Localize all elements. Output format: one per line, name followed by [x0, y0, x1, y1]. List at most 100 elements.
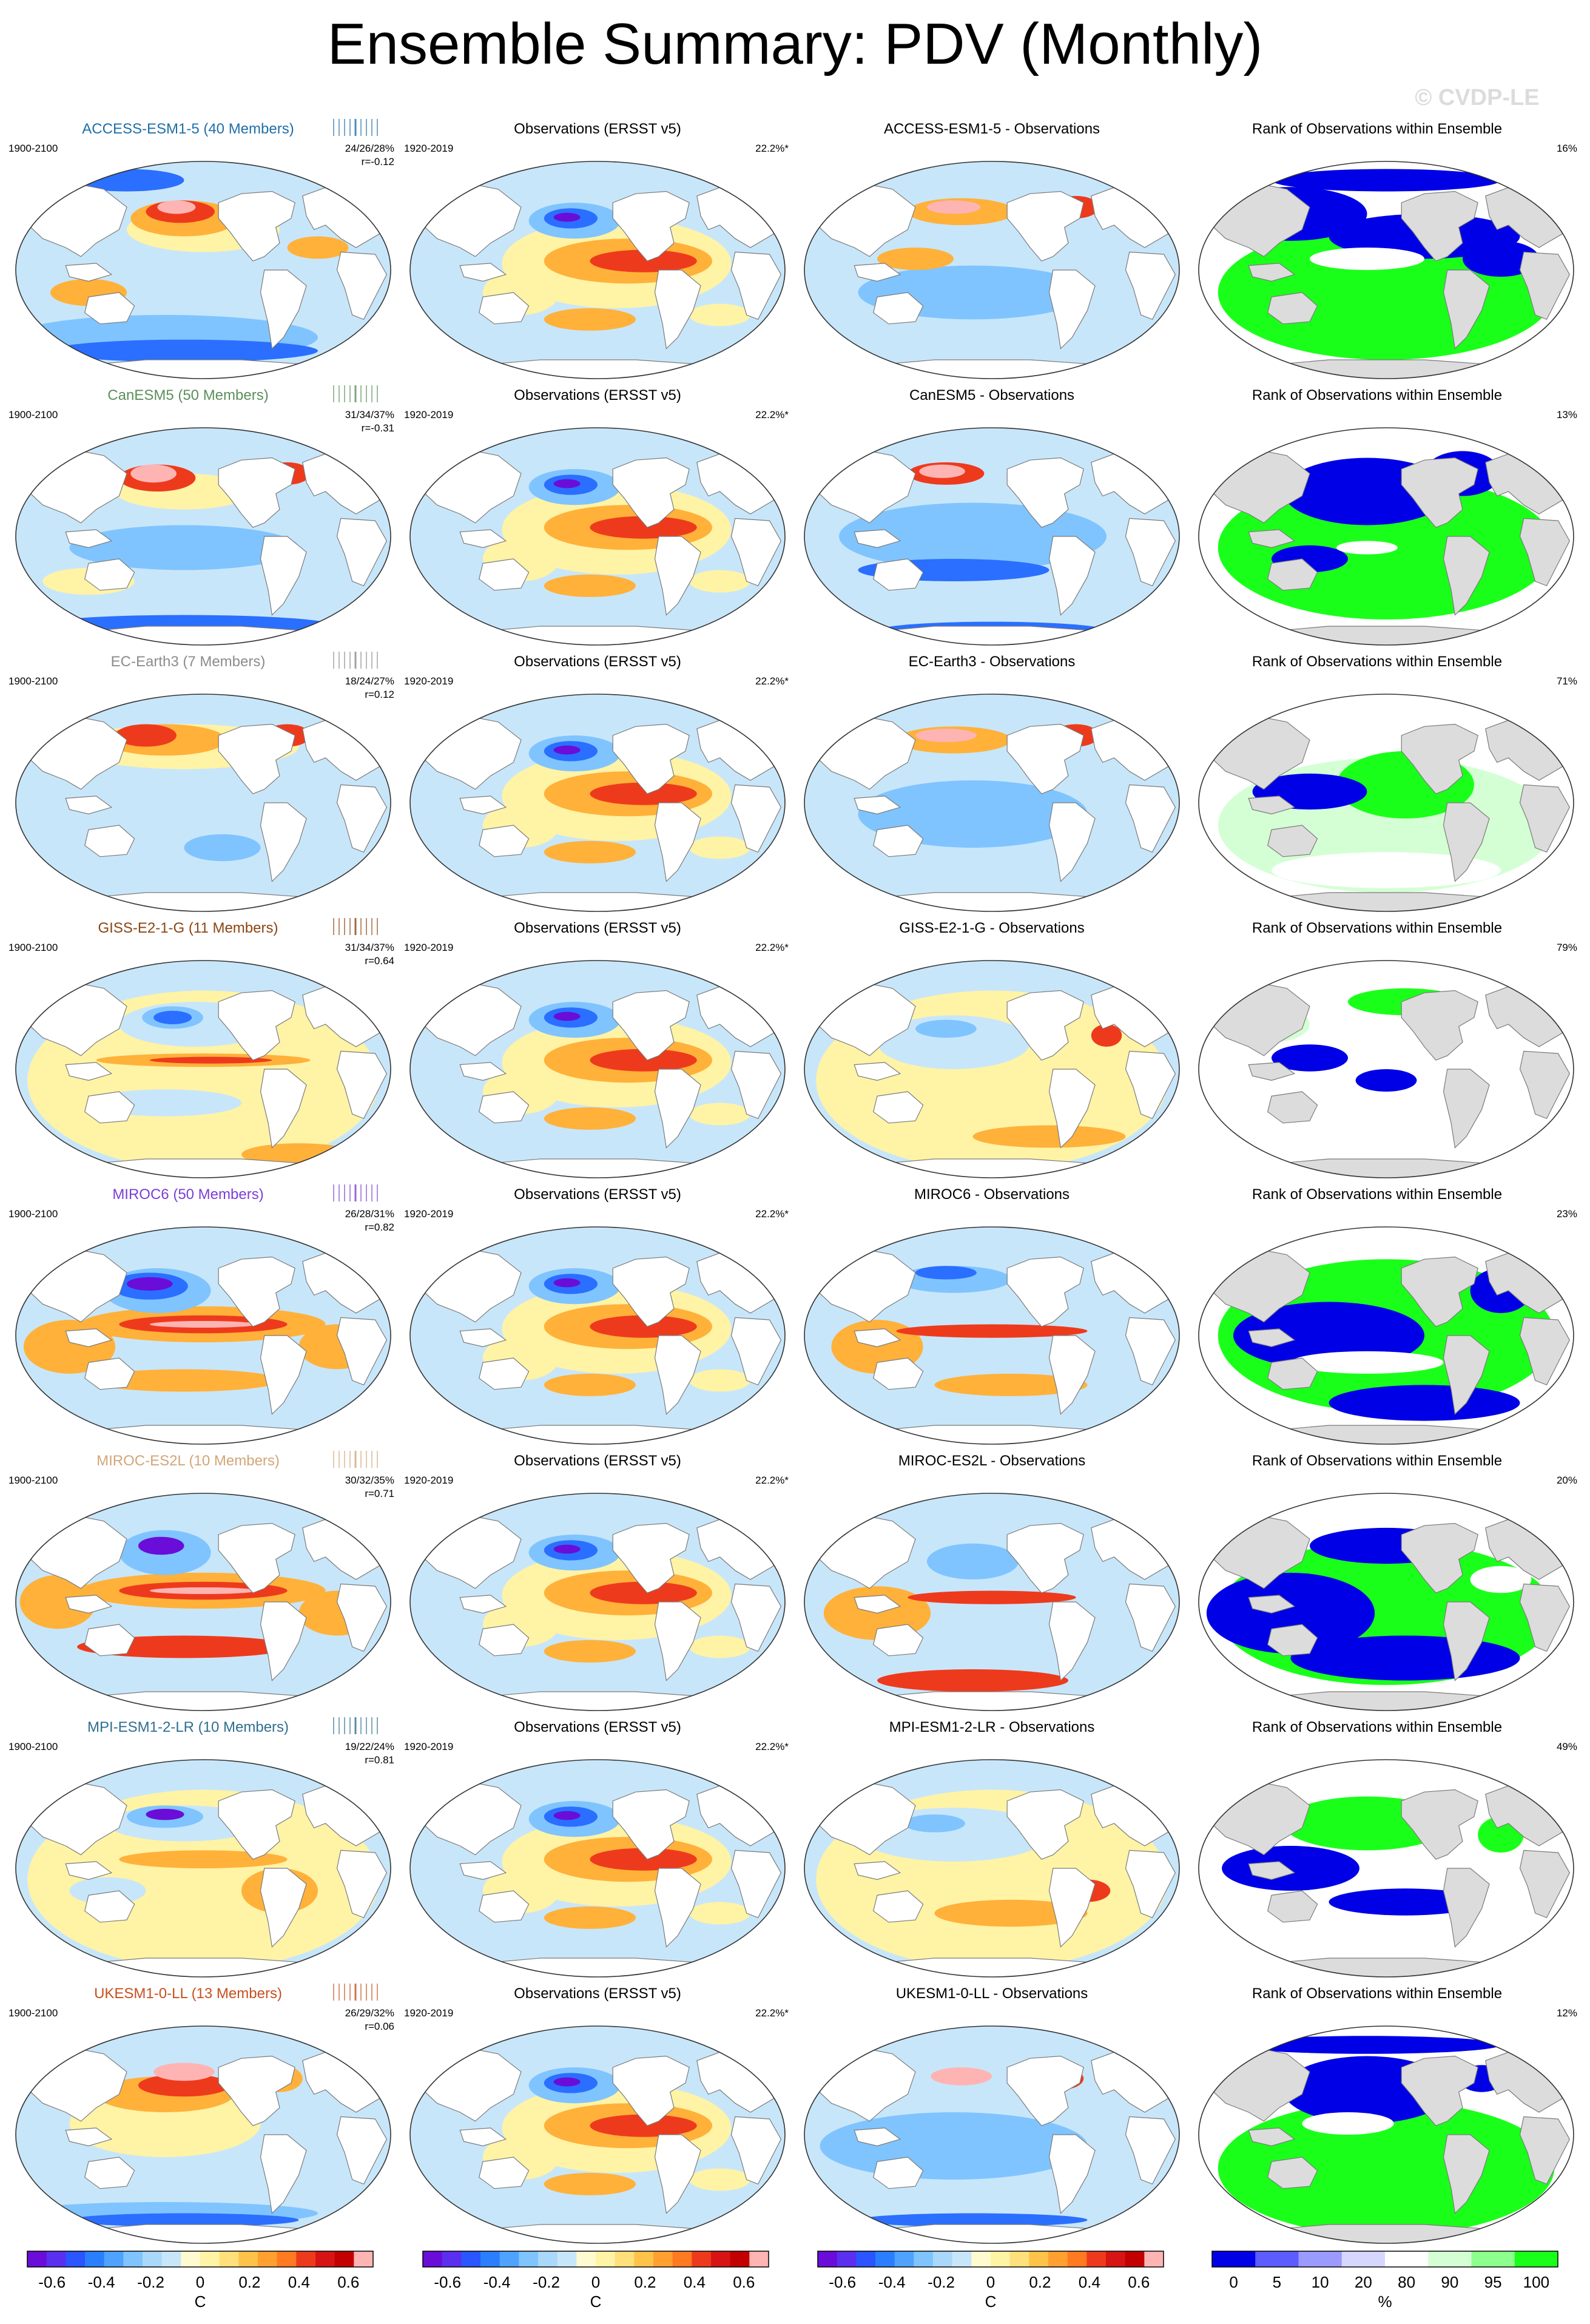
- member-spread-ticks: [333, 1184, 378, 1201]
- rank-map: [1198, 960, 1574, 1178]
- colorbar-tick-label: -0.2: [137, 2273, 164, 2291]
- landmass-indo: [1248, 1062, 1296, 1081]
- colorbar-swatch: [1067, 2251, 1087, 2267]
- explained-variance: 24/26/28%: [345, 143, 394, 154]
- row-mpi-esm1-2-lr: MPI-ESM1-2-LR (10 Members) 1900-2100 19/22…: [8, 1717, 1577, 1978]
- landmass-namerica: [1006, 1256, 1084, 1327]
- colorbar-swatch: [634, 2251, 654, 2267]
- landmass-indo: [854, 263, 901, 282]
- colorbar-swatch: [837, 2251, 857, 2267]
- landmass-australia: [873, 2157, 924, 2189]
- rank-percentage: 23%: [1557, 1208, 1577, 1220]
- ensemble-period: 1900-2100: [8, 1208, 58, 1220]
- landmass-indo: [1248, 795, 1296, 815]
- colorbar-swatch: [914, 2251, 934, 2267]
- landmass-samerica: [260, 802, 307, 882]
- rank-panel-title: Rank of Observations within Ensemble: [1252, 920, 1502, 936]
- colorbar-swatch: [952, 2251, 972, 2267]
- landmass-indo: [1248, 2127, 1296, 2147]
- landmass-namerica: [218, 457, 295, 528]
- observations-variance: 22.2%*: [755, 1474, 789, 1486]
- landmass-samerica: [1443, 536, 1490, 616]
- colorbar-swatch: [1106, 2251, 1126, 2267]
- observations-period: 1920-2019: [404, 409, 453, 421]
- observations-map: [409, 1759, 786, 1978]
- colorbar-tick-label: 20: [1355, 2273, 1372, 2291]
- colorbar-swatch: [1144, 2251, 1164, 2267]
- rank-map: [1198, 161, 1574, 379]
- landmass-samerica: [1048, 2134, 1096, 2214]
- colorbar-swatch: [818, 2251, 838, 2267]
- colorbar-unit: C: [195, 2292, 206, 2311]
- landmass-indo: [459, 1595, 507, 1614]
- landmass-namerica: [1006, 2055, 1084, 2126]
- landmass-africa: [730, 1849, 782, 1919]
- colorbar-swatch: [1048, 2251, 1068, 2267]
- explained-variance: 31/34/37%: [345, 409, 394, 421]
- map-border: [804, 427, 1180, 646]
- map-border: [15, 1759, 391, 1978]
- map-border: [409, 161, 786, 379]
- colorbar-swatch: [1086, 2251, 1107, 2267]
- map-border: [409, 427, 786, 646]
- map-border: [15, 694, 391, 912]
- difference-panel-title: ACCESS-ESM1-5 - Observations: [884, 121, 1100, 137]
- observations-panel-title: Observations (ERSST v5): [514, 1719, 681, 1735]
- landmass-australia: [873, 1357, 924, 1390]
- colorbar-swatch: [672, 2251, 692, 2267]
- rank-map: [1198, 1226, 1574, 1445]
- ensemble-mean-map: [15, 161, 391, 379]
- ensemble-panel-title: MIROC6 (50 Members): [112, 1186, 263, 1203]
- difference-map: [804, 427, 1180, 646]
- colorbar-tick-label: 0.6: [1128, 2273, 1150, 2291]
- observations-map: [409, 1226, 786, 1445]
- landmass-africa: [1125, 1583, 1176, 1652]
- landmass-africa: [1125, 518, 1176, 587]
- landmass-australia: [84, 1091, 135, 1124]
- colorbar-swatch: [991, 2251, 1011, 2267]
- landmass-samerica: [1048, 536, 1096, 616]
- ensemble-period: 1900-2100: [8, 143, 58, 154]
- difference-panel-title: EC-Earth3 - Observations: [909, 654, 1076, 670]
- member-spread-ticks: [333, 1717, 378, 1734]
- landmass-australia: [84, 558, 135, 591]
- observations-panel-title: Observations (ERSST v5): [514, 654, 681, 670]
- landmass-samerica: [260, 1868, 307, 1948]
- landmass-australia: [479, 1091, 530, 1124]
- landmass-australia: [84, 1624, 135, 1657]
- rank-panel-title: Rank of Observations within Ensemble: [1252, 1985, 1502, 2002]
- observations-panel-title: Observations (ERSST v5): [514, 121, 681, 137]
- pattern-correlation: r=-0.31: [362, 422, 394, 434]
- map-border: [409, 694, 786, 912]
- landmass-indo: [459, 1328, 507, 1348]
- map-border: [409, 1226, 786, 1445]
- colorbar-swatch: [1514, 2251, 1558, 2267]
- landmass-australia: [1267, 1091, 1318, 1124]
- landmass-samerica: [654, 802, 701, 882]
- member-spread-ticks: [333, 652, 378, 669]
- observations-variance: 22.2%*: [755, 675, 789, 687]
- colorbar-swatch: [85, 2251, 105, 2267]
- colorbar-unit: C: [590, 2292, 602, 2311]
- colorbar-swatch: [749, 2251, 769, 2267]
- ensemble-period: 1900-2100: [8, 942, 58, 953]
- landmass-australia: [479, 558, 530, 591]
- colorbar-tick-label: -0.6: [434, 2273, 461, 2291]
- landmass-namerica: [612, 1522, 690, 1593]
- colorbar-swatch: [296, 2251, 316, 2267]
- member-spread-ticks: [333, 385, 378, 402]
- landmass-indo: [65, 2127, 113, 2147]
- landmass-africa: [336, 2116, 388, 2185]
- landmass-indo: [854, 1861, 901, 1880]
- landmass-africa: [1125, 784, 1176, 853]
- map-border: [804, 1759, 1180, 1978]
- difference-panel-title: MPI-ESM1-2-LR - Observations: [889, 1719, 1095, 1735]
- colorbar-swatch: [66, 2251, 86, 2267]
- colorbar-swatch: [258, 2251, 278, 2267]
- map-border: [1198, 427, 1574, 646]
- observations-panel-title: Observations (ERSST v5): [514, 387, 681, 404]
- difference-panel-title: MIROC-ES2L - Observations: [898, 1453, 1086, 1469]
- landmass-namerica: [1006, 457, 1084, 528]
- ensemble-period: 1900-2100: [8, 2007, 58, 2019]
- colorbar-swatch: [423, 2251, 443, 2267]
